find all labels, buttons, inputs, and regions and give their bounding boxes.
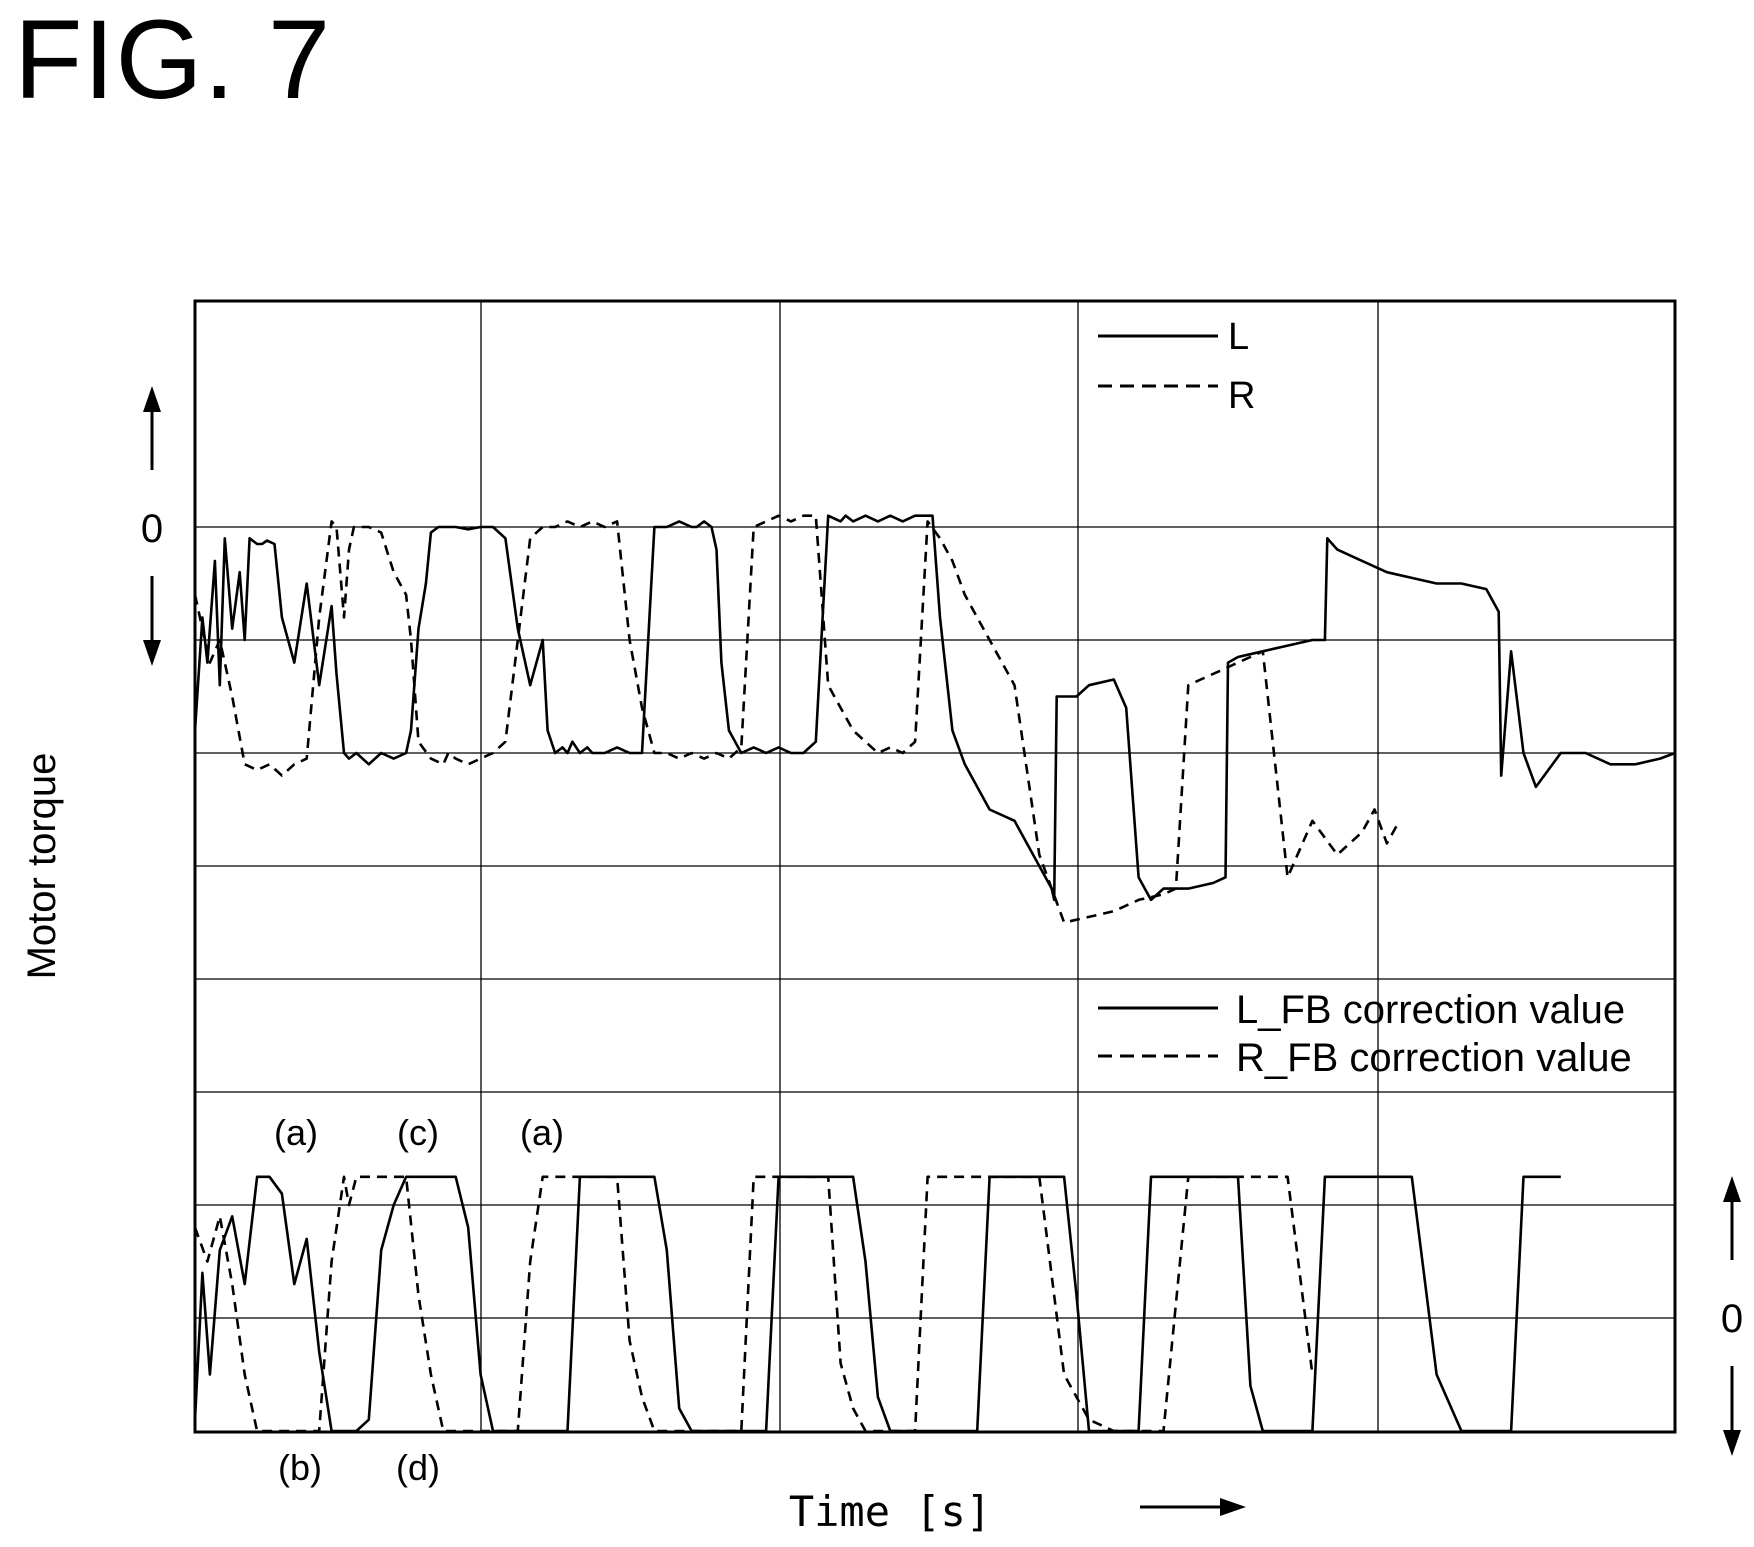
upper-zero-tick-label: 0 <box>141 507 163 551</box>
annotation-d: (d) <box>396 1447 440 1488</box>
lower-up-arrow-icon <box>1723 1176 1741 1260</box>
lower-down-arrow-icon <box>1723 1366 1741 1456</box>
series-layer <box>193 514 1676 1433</box>
upper-down-arrow-icon <box>143 576 161 666</box>
legend-label-r: R <box>1228 375 1255 417</box>
y-axis-label: Motor torque <box>20 753 64 980</box>
annotation-b: (b) <box>278 1447 322 1488</box>
legend-label-r-fb: R_FB correction value <box>1236 1036 1632 1080</box>
time-direction-arrow-icon <box>1140 1498 1246 1516</box>
lower-series-line-dashed <box>193 1175 1314 1433</box>
annotation-a-2: (a) <box>520 1112 564 1153</box>
upper-series-line-dashed <box>193 514 1401 924</box>
upper-series-line-solid <box>193 514 1676 902</box>
upper-legend: L R <box>1098 316 1255 417</box>
lower-zero-tick-label: 0 <box>1721 1297 1743 1341</box>
x-axis-label: Time [s] <box>789 1487 991 1536</box>
legend-label-l-fb: L_FB correction value <box>1236 988 1625 1032</box>
lower-series-line-solid <box>193 1175 1561 1433</box>
annotation-a-1: (a) <box>274 1112 318 1153</box>
annotation-c: (c) <box>397 1112 439 1153</box>
chart-grid <box>195 301 1675 1432</box>
figure-title: FIG. 7 <box>14 0 332 122</box>
legend-label-l: L <box>1228 316 1249 358</box>
lower-legend: L_FB correction value R_FB correction va… <box>1098 988 1632 1080</box>
upper-up-arrow-icon <box>143 386 161 470</box>
